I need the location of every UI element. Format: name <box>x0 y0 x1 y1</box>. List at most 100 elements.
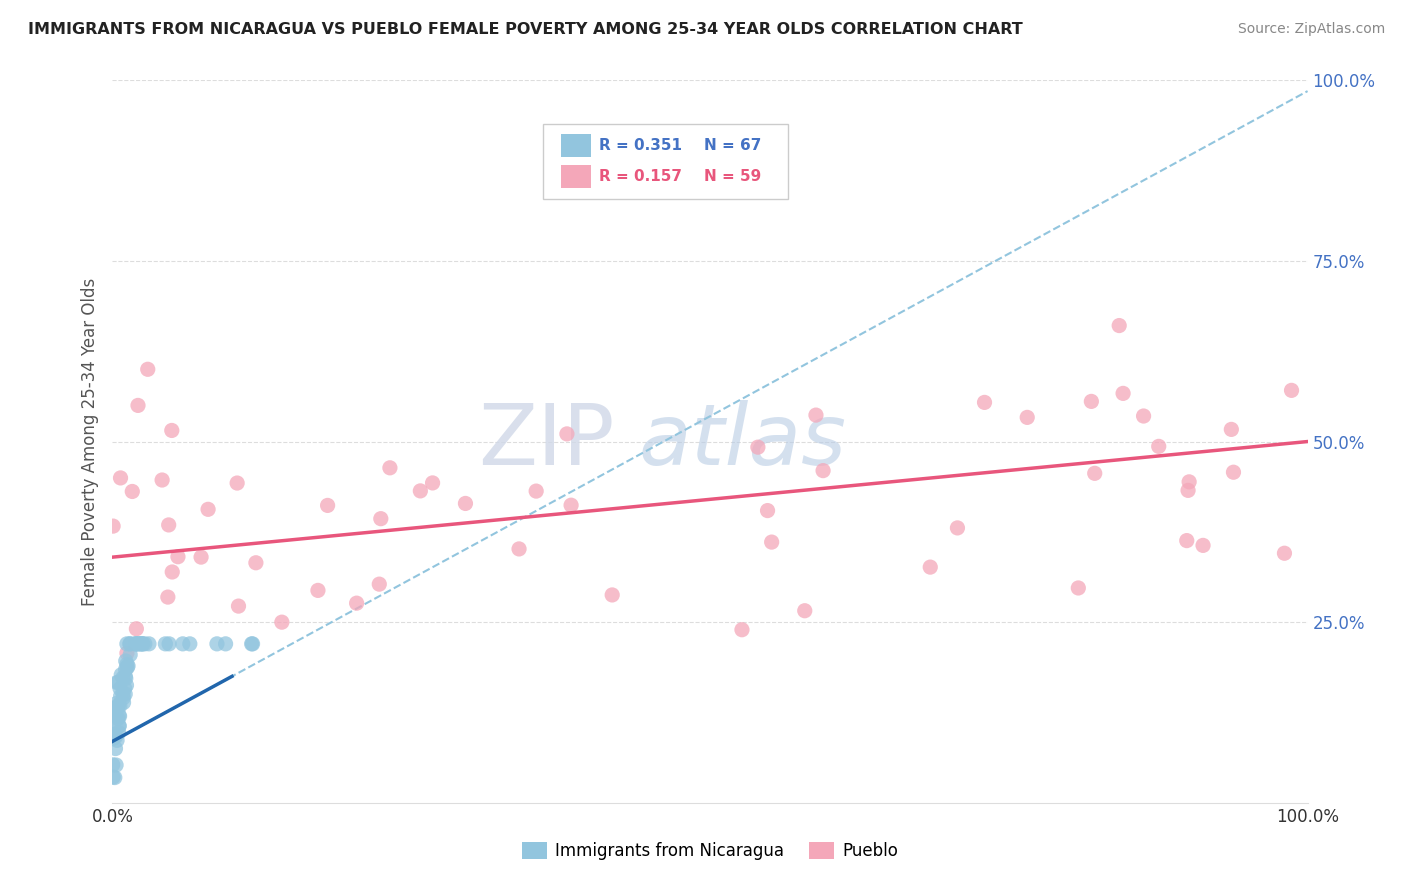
Text: Source: ZipAtlas.com: Source: ZipAtlas.com <box>1237 22 1385 37</box>
Point <box>240 637 263 651</box>
Point <box>156 590 179 604</box>
Point <box>1192 538 1215 552</box>
Point <box>157 637 180 651</box>
Point <box>114 681 136 696</box>
Point <box>973 395 995 409</box>
Point <box>127 637 149 651</box>
Point <box>105 733 128 747</box>
Point <box>162 565 183 579</box>
Point <box>125 637 148 651</box>
Point <box>108 698 131 713</box>
Point <box>103 708 125 723</box>
Point <box>307 583 329 598</box>
Point <box>107 698 129 712</box>
Point <box>524 484 547 499</box>
Text: R = 0.157: R = 0.157 <box>599 169 682 184</box>
Point <box>115 661 138 675</box>
Point <box>103 731 125 746</box>
Point <box>112 696 135 710</box>
Point <box>111 671 134 685</box>
Point <box>101 770 124 784</box>
Point <box>120 637 142 651</box>
Point <box>370 511 392 525</box>
Point <box>108 718 131 732</box>
Point <box>114 662 136 676</box>
Point <box>1108 318 1130 333</box>
Point <box>104 708 127 723</box>
Point <box>101 519 124 533</box>
Point <box>920 560 942 574</box>
Point <box>242 637 264 651</box>
Point <box>747 440 769 454</box>
Point <box>105 758 128 772</box>
Point <box>378 460 401 475</box>
Point <box>104 727 127 741</box>
Point <box>793 604 815 618</box>
Point <box>508 541 530 556</box>
Point <box>1132 409 1154 423</box>
Text: IMMIGRANTS FROM NICARAGUA VS PUEBLO FEMALE POVERTY AMONG 25-34 YEAR OLDS CORRELA: IMMIGRANTS FROM NICARAGUA VS PUEBLO FEMA… <box>28 22 1024 37</box>
Point <box>1067 581 1090 595</box>
Point <box>110 668 132 682</box>
Point <box>107 675 129 690</box>
Y-axis label: Female Poverty Among 25-34 Year Olds: Female Poverty Among 25-34 Year Olds <box>80 277 98 606</box>
Point <box>104 705 127 719</box>
Point <box>114 669 136 683</box>
Point <box>179 637 201 651</box>
Point <box>150 473 173 487</box>
Point <box>124 637 146 651</box>
Point <box>104 702 127 716</box>
Point <box>134 637 156 651</box>
Point <box>761 535 783 549</box>
Point <box>105 696 128 710</box>
Point <box>157 517 180 532</box>
Point <box>731 623 754 637</box>
Point <box>108 708 131 723</box>
Point <box>121 484 143 499</box>
Point <box>110 471 132 485</box>
Point <box>454 496 477 510</box>
Point <box>190 550 212 565</box>
Point <box>226 476 249 491</box>
Point <box>127 637 149 651</box>
Point <box>600 588 623 602</box>
Point <box>160 424 183 438</box>
Point <box>811 464 834 478</box>
Point <box>1084 467 1107 481</box>
Point <box>560 498 582 512</box>
Point <box>108 709 131 723</box>
Point <box>101 729 124 743</box>
Text: R = 0.351: R = 0.351 <box>599 137 682 153</box>
Point <box>1274 546 1296 560</box>
Point <box>112 687 135 701</box>
Point <box>316 499 339 513</box>
FancyBboxPatch shape <box>543 124 787 200</box>
Point <box>1147 439 1170 453</box>
Point <box>127 398 149 412</box>
Point <box>129 637 152 651</box>
Point <box>125 622 148 636</box>
Point <box>167 549 190 564</box>
Point <box>136 362 159 376</box>
Point <box>270 615 292 630</box>
Point <box>138 637 160 651</box>
Point <box>245 556 267 570</box>
Text: atlas: atlas <box>638 400 846 483</box>
Point <box>107 712 129 726</box>
Point <box>197 502 219 516</box>
Point <box>555 426 578 441</box>
Point <box>804 408 827 422</box>
Point <box>117 659 139 673</box>
Point <box>409 483 432 498</box>
Point <box>115 637 138 651</box>
Point <box>114 687 136 701</box>
Point <box>105 675 128 690</box>
Point <box>103 729 125 743</box>
Point <box>422 475 444 490</box>
Point <box>115 657 138 672</box>
Point <box>756 503 779 517</box>
Point <box>131 637 153 651</box>
Point <box>1281 384 1303 398</box>
Text: N = 67: N = 67 <box>704 137 762 153</box>
Text: N = 59: N = 59 <box>704 169 761 184</box>
